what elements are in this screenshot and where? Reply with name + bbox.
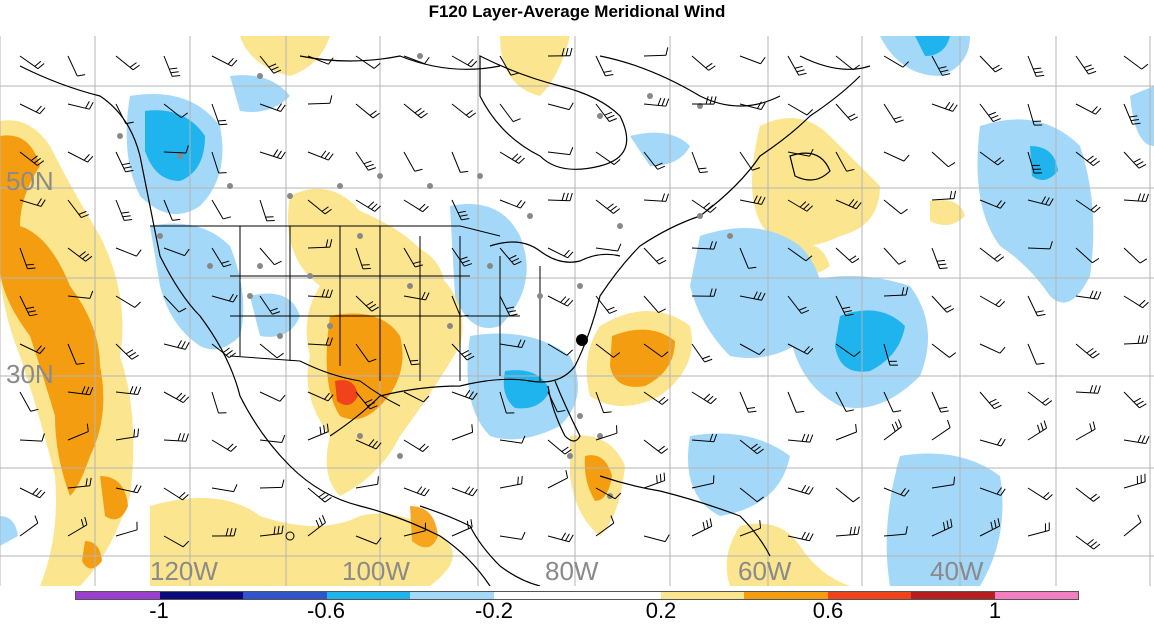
lon-label-120w: 120W <box>150 556 218 587</box>
colorbar-label-minus-1: -1 <box>149 598 169 624</box>
wind-barb-flag <box>522 476 523 484</box>
wind-barb-flag <box>411 364 419 365</box>
wind-barb-flag <box>660 474 661 482</box>
lon-label-40w: 40W <box>930 556 983 587</box>
lon-label-80w: 80W <box>545 556 598 587</box>
wind-barb-flag <box>657 475 658 483</box>
wind-barb-flag <box>664 473 665 481</box>
colorbar-label-minus-0-2: -0.2 <box>475 598 513 624</box>
wind-barb-flag <box>518 477 519 485</box>
colorbar-swatch <box>76 592 160 599</box>
lat-label-30n: 30N <box>6 359 54 390</box>
map-title: F120 Layer-Average Meridional Wind <box>0 2 1154 22</box>
highlight-station <box>576 334 588 346</box>
wind-barb-flag <box>27 268 35 269</box>
colorbar-label-0-6: 0.6 <box>813 598 844 624</box>
wind-barb-flag <box>219 124 227 125</box>
colorbar-label-0-2: 0.2 <box>646 598 677 624</box>
map-canvas <box>0 36 1154 586</box>
colorbar-swatch <box>995 592 1079 599</box>
colorbar-swatch <box>160 592 244 599</box>
wind-barb-flag <box>410 360 418 361</box>
wind-barb-flag <box>218 120 226 121</box>
colorbar <box>75 591 1079 600</box>
wind-barb <box>260 487 282 488</box>
colorbar-label-1: 1 <box>989 598 1001 624</box>
lon-label-60w: 60W <box>738 556 791 587</box>
lon-label-100w: 100W <box>342 556 410 587</box>
wind-map[interactable]: 50N 30N 120W 100W 80W 60W 40W <box>0 36 1154 586</box>
lat-label-50n: 50N <box>6 166 54 197</box>
colorbar-label-minus-0-6: -0.6 <box>307 598 345 624</box>
colorbar-swatch <box>911 592 995 599</box>
wind-barb-flag <box>26 264 34 265</box>
